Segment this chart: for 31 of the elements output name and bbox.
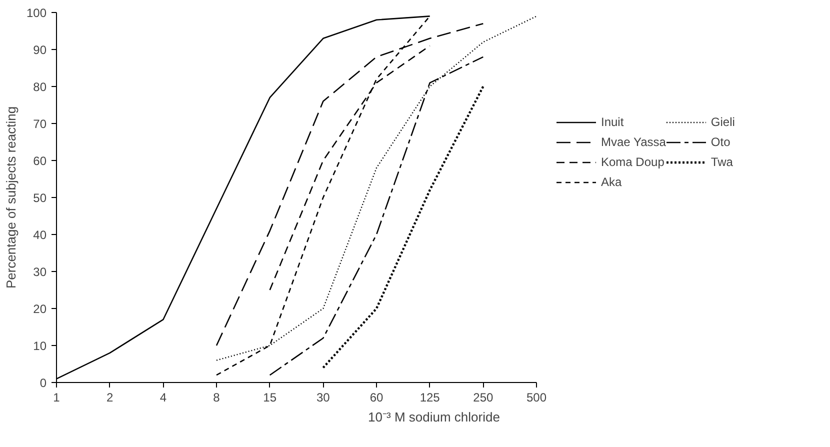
legend-label: Aka bbox=[601, 175, 622, 189]
y-tick-label: 30 bbox=[33, 265, 47, 279]
x-tick-label: 500 bbox=[526, 390, 547, 404]
x-tick-label: 4 bbox=[160, 390, 167, 404]
legend-label: Inuit bbox=[601, 115, 624, 129]
y-axis-title: Percentage of subjects reacting bbox=[3, 106, 18, 289]
x-tick-label: 125 bbox=[420, 390, 440, 404]
legend-label: Twa bbox=[710, 155, 733, 169]
x-tick-label: 2 bbox=[106, 390, 114, 404]
legend-label: Gieli bbox=[710, 115, 735, 129]
legend-label: Oto bbox=[710, 135, 731, 149]
y-tick-label: 70 bbox=[33, 117, 47, 131]
x-axis-title: 10⁻³ M sodium chloride bbox=[368, 410, 500, 424]
x-tick-label: 15 bbox=[263, 390, 277, 404]
y-tick-label: 40 bbox=[33, 228, 47, 242]
y-tick-label: 100 bbox=[26, 6, 47, 20]
legend-label: Mvae Yassa bbox=[601, 135, 666, 149]
y-tick-label: 90 bbox=[33, 43, 47, 57]
line-series bbox=[322, 85, 484, 369]
x-tick-label: 60 bbox=[370, 390, 384, 404]
y-tick-label: 50 bbox=[33, 191, 47, 205]
y-tick-label: 0 bbox=[40, 376, 47, 390]
y-tick-label: 80 bbox=[33, 80, 47, 94]
y-tick-label: 60 bbox=[33, 154, 47, 168]
y-tick-label: 10 bbox=[33, 339, 47, 353]
x-tick-label: 30 bbox=[316, 390, 330, 404]
y-tick-label: 20 bbox=[33, 302, 47, 316]
x-tick-label: 250 bbox=[473, 390, 494, 404]
x-tick-label: 1 bbox=[53, 390, 60, 404]
legend-label: Koma Doup bbox=[601, 155, 664, 169]
x-tick-label: 8 bbox=[213, 390, 220, 404]
